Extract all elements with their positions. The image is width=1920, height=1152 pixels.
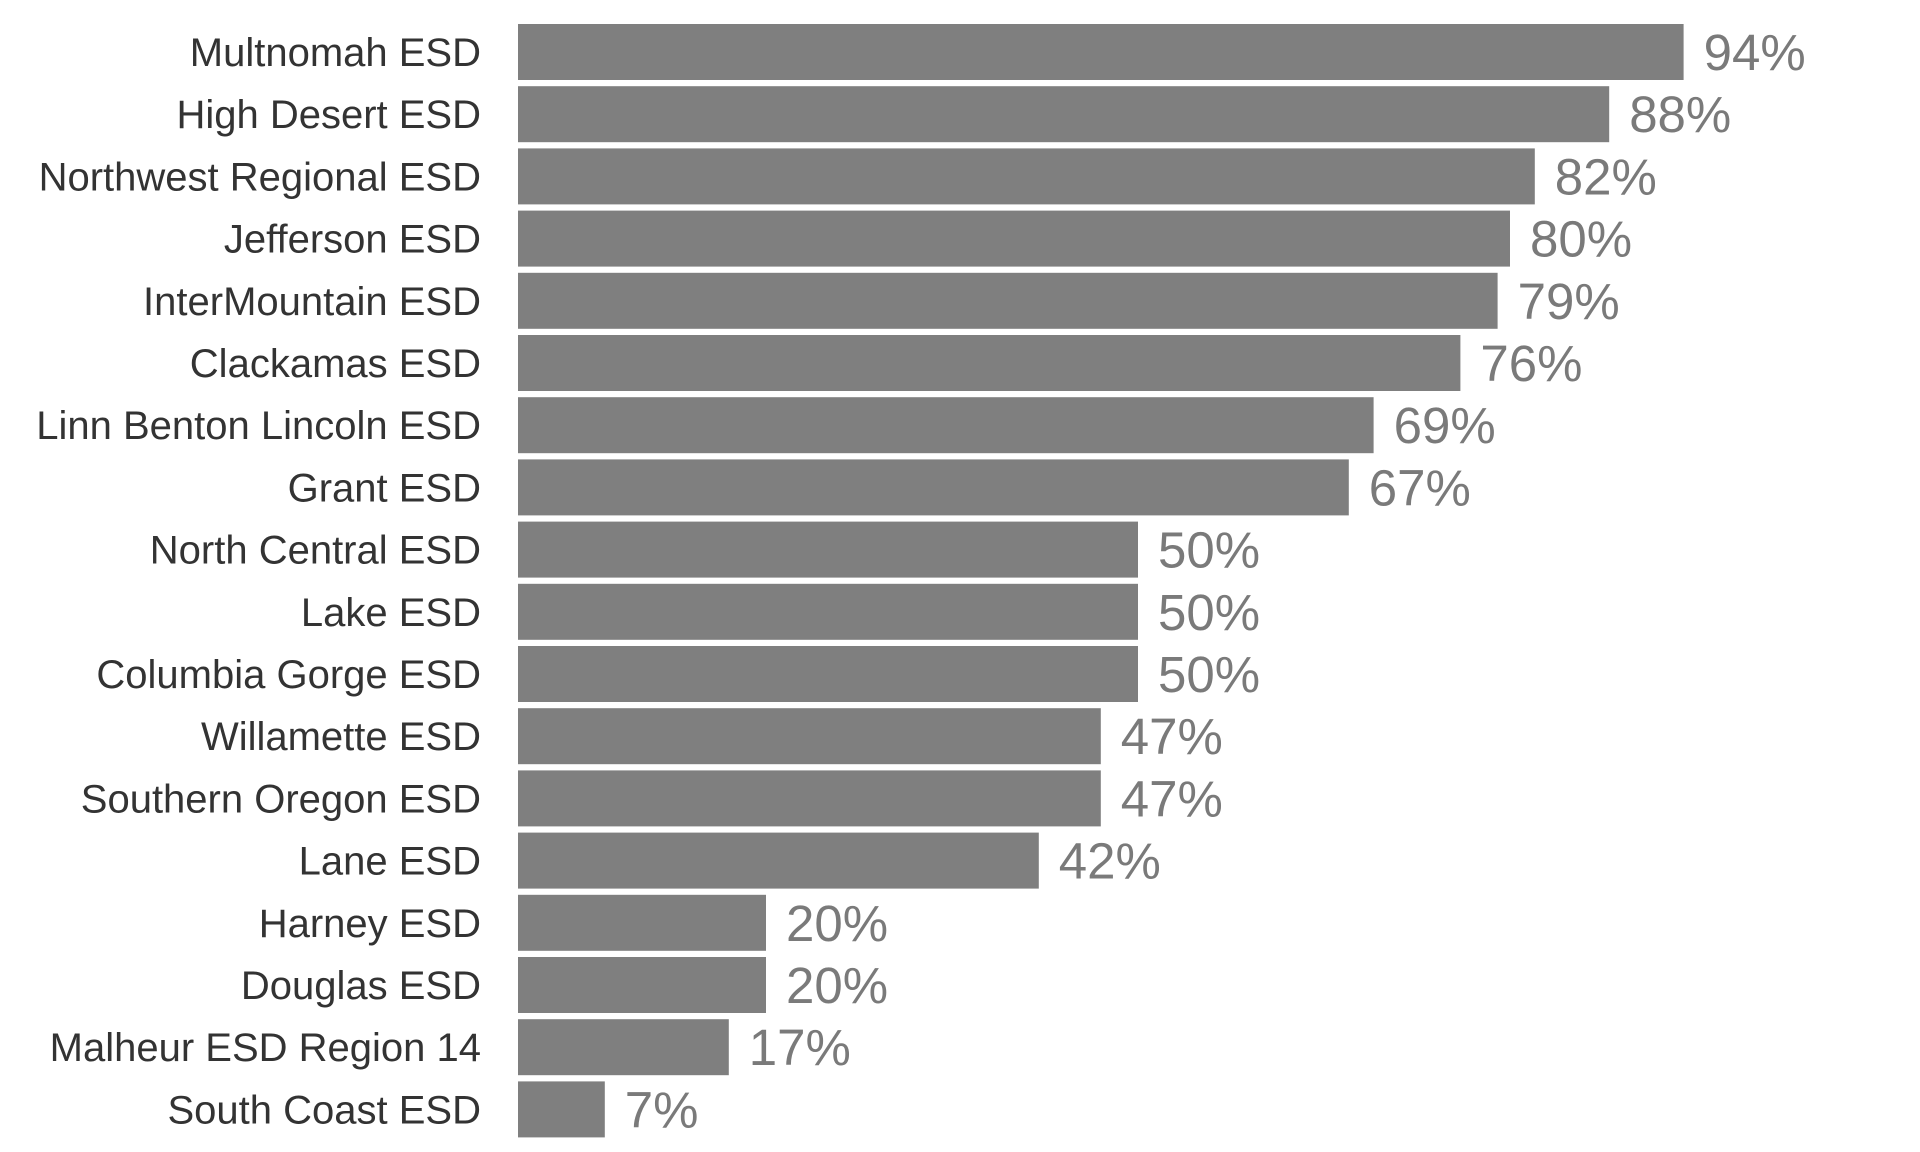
category-label: North Central ESD bbox=[150, 529, 481, 573]
category-label: Lane ESD bbox=[299, 840, 481, 884]
bar bbox=[518, 1019, 729, 1076]
bar bbox=[518, 894, 766, 951]
value-label: 47% bbox=[1121, 770, 1223, 827]
category-label: Columbia Gorge ESD bbox=[96, 653, 481, 697]
value-label: 67% bbox=[1369, 459, 1471, 516]
bar bbox=[518, 459, 1349, 516]
value-label: 50% bbox=[1158, 522, 1260, 579]
value-label: 20% bbox=[786, 895, 888, 952]
bar bbox=[518, 397, 1374, 454]
category-label: Linn Benton Lincoln ESD bbox=[36, 404, 481, 448]
bar bbox=[518, 770, 1101, 827]
category-label: South Coast ESD bbox=[168, 1088, 482, 1132]
bar bbox=[518, 148, 1535, 205]
value-label: 20% bbox=[786, 957, 888, 1014]
bar bbox=[518, 210, 1510, 267]
value-label: 47% bbox=[1121, 708, 1223, 765]
value-label: 50% bbox=[1158, 646, 1260, 703]
value-label: 80% bbox=[1530, 211, 1632, 268]
bar bbox=[518, 24, 1684, 80]
value-label: 88% bbox=[1629, 86, 1731, 143]
category-label: Multnomah ESD bbox=[190, 31, 481, 75]
category-label: Douglas ESD bbox=[241, 964, 481, 1008]
category-label: Southern Oregon ESD bbox=[81, 777, 481, 821]
value-labels-group: 94%88%82%80%79%76%69%67%50%50%50%47%47%4… bbox=[625, 24, 1806, 1138]
category-label: Clackamas ESD bbox=[190, 342, 481, 386]
category-label: Lake ESD bbox=[301, 591, 481, 635]
bar bbox=[518, 957, 766, 1013]
bar bbox=[518, 583, 1138, 640]
category-label: Willamette ESD bbox=[201, 715, 481, 759]
bar bbox=[518, 1081, 605, 1138]
category-label: Malheur ESD Region 14 bbox=[50, 1026, 481, 1070]
value-label: 76% bbox=[1480, 335, 1582, 392]
bar bbox=[518, 86, 1610, 143]
value-label: 42% bbox=[1059, 833, 1161, 890]
category-label: InterMountain ESD bbox=[143, 280, 481, 324]
value-label: 50% bbox=[1158, 584, 1260, 641]
bar bbox=[518, 708, 1101, 765]
bars-group bbox=[518, 24, 1684, 1138]
bar bbox=[518, 646, 1138, 702]
category-label: Harney ESD bbox=[259, 902, 481, 946]
bar bbox=[518, 521, 1138, 578]
value-label: 79% bbox=[1518, 273, 1620, 330]
category-label: Jefferson ESD bbox=[224, 218, 481, 262]
value-label: 7% bbox=[625, 1081, 699, 1138]
category-label: Northwest Regional ESD bbox=[39, 155, 481, 199]
bar bbox=[518, 272, 1498, 329]
category-label: Grant ESD bbox=[288, 466, 481, 510]
value-label: 17% bbox=[749, 1019, 851, 1076]
value-label: 69% bbox=[1394, 397, 1496, 454]
category-labels-group: Multnomah ESD High Desert ESD Northwest Re… bbox=[36, 31, 481, 1132]
bar bbox=[518, 335, 1461, 391]
value-label: 82% bbox=[1555, 148, 1657, 205]
bar bbox=[518, 832, 1039, 889]
value-label: 94% bbox=[1704, 24, 1806, 81]
category-label: High Desert ESD bbox=[176, 93, 481, 137]
